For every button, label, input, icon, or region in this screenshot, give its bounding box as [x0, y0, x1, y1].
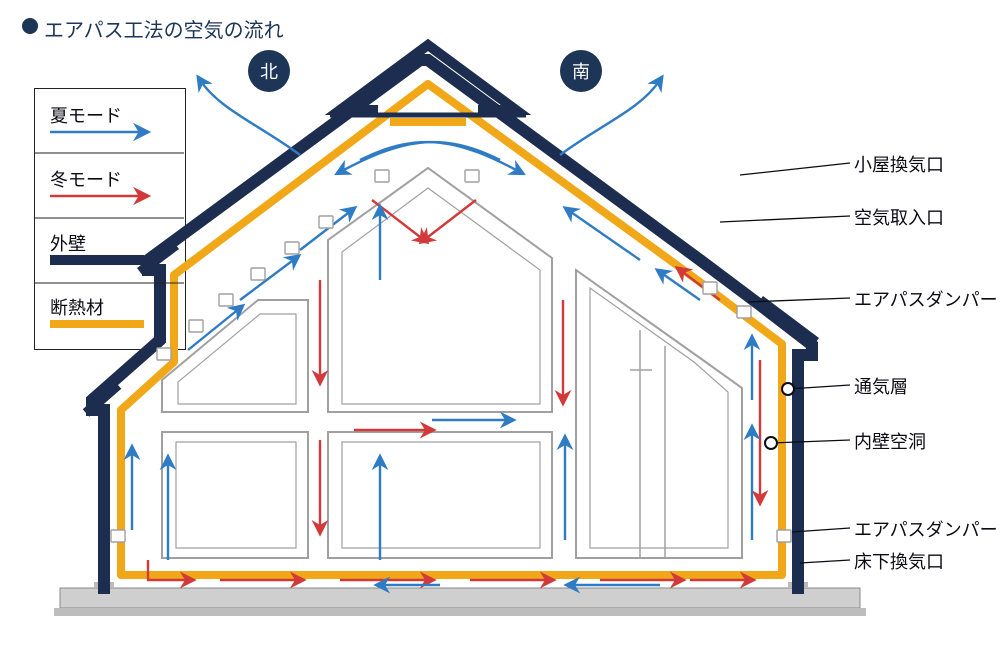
callout-2: エアパスダンパー	[854, 286, 998, 312]
diagram-svg	[0, 0, 1000, 648]
callout-0: 小屋換気口	[854, 151, 944, 177]
legend-label-2: 外壁	[50, 230, 86, 256]
callout-3: 通気層	[854, 373, 908, 399]
callout-6: 床下換気口	[854, 548, 944, 574]
legend-label-0: 夏モード	[50, 102, 122, 128]
legend-label-1: 冬モード	[50, 166, 122, 192]
callout-4: 内壁空洞	[854, 428, 926, 454]
callout-5: エアパスダンパー	[854, 516, 998, 542]
legend-label-3: 断熱材	[50, 294, 104, 320]
callout-1: 空気取入口	[854, 204, 944, 230]
